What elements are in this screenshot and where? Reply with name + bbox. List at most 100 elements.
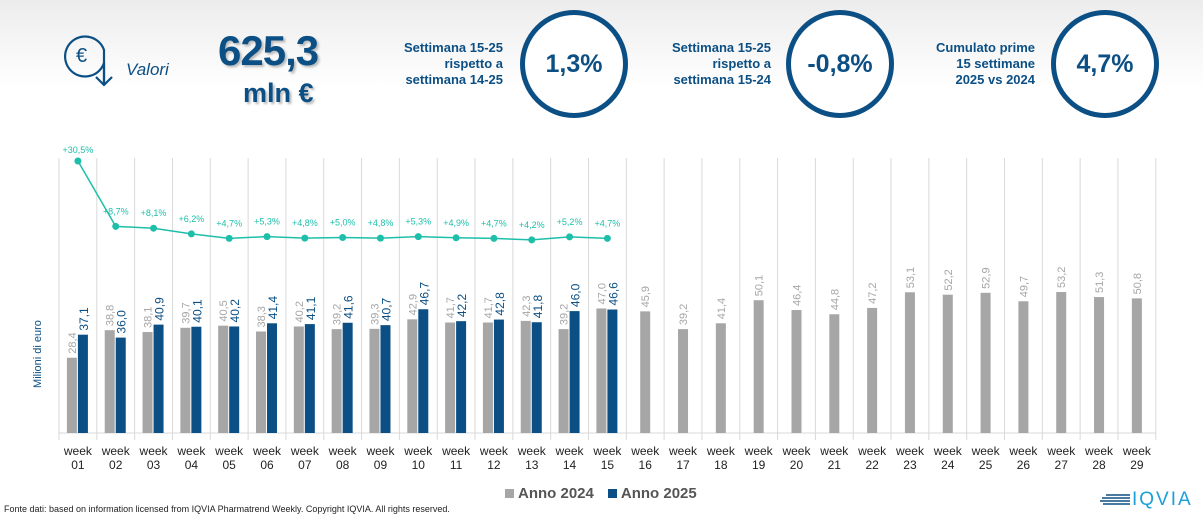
bar-2025 bbox=[77, 334, 88, 433]
growth-label: +4,8% bbox=[368, 218, 394, 228]
data-label-2025: 42,8 bbox=[493, 292, 507, 316]
data-label-2024: 52,9 bbox=[981, 267, 993, 288]
x-tick-label: 28 bbox=[1092, 458, 1106, 472]
kpi-label-line: rispetto a bbox=[712, 56, 771, 71]
x-tick-label: week bbox=[441, 444, 471, 458]
kpi-label-line: Cumulato prime bbox=[936, 40, 1035, 55]
data-label-2024: 50,1 bbox=[754, 275, 766, 296]
growth-label: +4,7% bbox=[216, 218, 242, 228]
bar-2025 bbox=[493, 319, 504, 433]
x-tick-label: week bbox=[479, 444, 509, 458]
x-tick-label: 02 bbox=[109, 458, 123, 472]
kpi-2-label: Settimana 15-25 rispetto a settimana 15-… bbox=[672, 40, 771, 88]
growth-label: +8,1% bbox=[141, 208, 167, 218]
data-label-2025: 40,9 bbox=[153, 297, 167, 321]
x-tick-label: 11 bbox=[450, 458, 463, 472]
x-tick-label: week bbox=[971, 444, 1001, 458]
data-label-2024: 38,8 bbox=[105, 305, 117, 326]
data-label-2024: 39,2 bbox=[332, 304, 344, 325]
x-tick-label: week bbox=[63, 444, 93, 458]
x-tick-label: 20 bbox=[790, 458, 804, 472]
data-label-2024: 51,3 bbox=[1094, 272, 1106, 293]
bar-2025 bbox=[115, 337, 126, 433]
bar-2024 bbox=[142, 332, 153, 433]
total-value: 625,3 bbox=[218, 27, 319, 74]
data-label-2024: 40,5 bbox=[218, 300, 230, 321]
kpi-label-line: 2025 vs 2024 bbox=[955, 72, 1035, 87]
x-tick-label: 01 bbox=[71, 458, 85, 472]
growth-point bbox=[301, 234, 309, 242]
growth-point bbox=[414, 233, 422, 241]
bar-2024 bbox=[104, 330, 115, 433]
x-tick-label: week bbox=[328, 444, 358, 458]
data-label-2024: 40,2 bbox=[294, 301, 306, 322]
data-label-2024: 47,2 bbox=[867, 282, 879, 303]
bar-2024 bbox=[1094, 297, 1105, 433]
bar-2024 bbox=[407, 319, 418, 433]
bar-2025 bbox=[304, 324, 315, 433]
data-label-2024: 42,3 bbox=[521, 295, 533, 316]
data-label-2024: 41,4 bbox=[716, 298, 728, 319]
data-label-2025: 40,7 bbox=[379, 297, 393, 321]
data-label-2024: 47,0 bbox=[596, 283, 608, 304]
bar-2025 bbox=[456, 321, 467, 433]
total-unit: mln € bbox=[243, 78, 314, 108]
kpi-label-line: settimana 14-25 bbox=[405, 72, 503, 87]
growth-label: +4,2% bbox=[519, 220, 545, 230]
x-tick-label: week bbox=[1046, 444, 1076, 458]
growth-point bbox=[566, 233, 574, 241]
growth-label: +5,3% bbox=[405, 217, 431, 227]
growth-label: +4,8% bbox=[292, 218, 318, 228]
legend: Anno 2024 Anno 2025 bbox=[505, 485, 697, 502]
kpi-1-label: Settimana 15-25 rispetto a settimana 14-… bbox=[404, 40, 503, 88]
growth-label: +4,7% bbox=[594, 218, 620, 228]
x-tick-label: week bbox=[1122, 444, 1152, 458]
data-label-2024: 41,7 bbox=[483, 297, 495, 318]
data-label-2024: 41,7 bbox=[445, 297, 457, 318]
bar-2025 bbox=[267, 323, 278, 433]
x-tick-label: week bbox=[706, 444, 736, 458]
x-tick-label: week bbox=[781, 444, 811, 458]
bar-2024 bbox=[1056, 292, 1067, 433]
growth-label: +4,7% bbox=[481, 218, 507, 228]
bar-2024 bbox=[829, 314, 840, 433]
x-tick-label: week bbox=[403, 444, 433, 458]
bar-2024 bbox=[715, 323, 726, 433]
bar-2024 bbox=[180, 327, 191, 433]
data-label-2024: 53,2 bbox=[1056, 267, 1068, 288]
kpi-label-line: Settimana 15-25 bbox=[672, 40, 771, 55]
data-label-2025: 46,6 bbox=[606, 282, 620, 306]
kpi-2-circle: -0,8% bbox=[786, 10, 894, 118]
x-tick-label: week bbox=[101, 444, 131, 458]
bar-2025 bbox=[342, 322, 353, 433]
bar-2024 bbox=[293, 326, 304, 433]
x-tick-label: 23 bbox=[903, 458, 917, 472]
x-tick-label: week bbox=[819, 444, 849, 458]
bar-2024 bbox=[66, 357, 77, 433]
growth-label: +4,9% bbox=[443, 218, 469, 228]
data-label-2024: 45,9 bbox=[640, 286, 652, 307]
x-tick-label: 09 bbox=[374, 458, 388, 472]
x-tick-label: 10 bbox=[412, 458, 426, 472]
source-note: Fonte dati: based on information license… bbox=[4, 504, 450, 514]
valori-label: Valori bbox=[126, 60, 169, 79]
bar-2025 bbox=[229, 326, 240, 433]
growth-point bbox=[490, 234, 498, 242]
x-tick-label: week bbox=[857, 444, 887, 458]
euro-down-arrow-icon: € bbox=[64, 35, 113, 87]
data-label-2024: 46,4 bbox=[791, 285, 803, 306]
x-tick-label: 22 bbox=[865, 458, 879, 472]
x-tick-label: 24 bbox=[941, 458, 955, 472]
data-label-2025: 41,6 bbox=[342, 295, 356, 319]
data-label-2024: 44,8 bbox=[829, 289, 841, 310]
data-label-2024: 49,7 bbox=[1018, 276, 1030, 297]
x-tick-label: week bbox=[1084, 444, 1114, 458]
growth-point bbox=[263, 233, 271, 241]
growth-point bbox=[74, 157, 82, 165]
x-tick-label: week bbox=[668, 444, 698, 458]
svg-text:€: € bbox=[76, 45, 87, 67]
x-tick-label: 08 bbox=[336, 458, 350, 472]
growth-label: +8,7% bbox=[103, 206, 129, 216]
bar-2024 bbox=[640, 311, 651, 433]
bar-2025 bbox=[569, 311, 580, 433]
